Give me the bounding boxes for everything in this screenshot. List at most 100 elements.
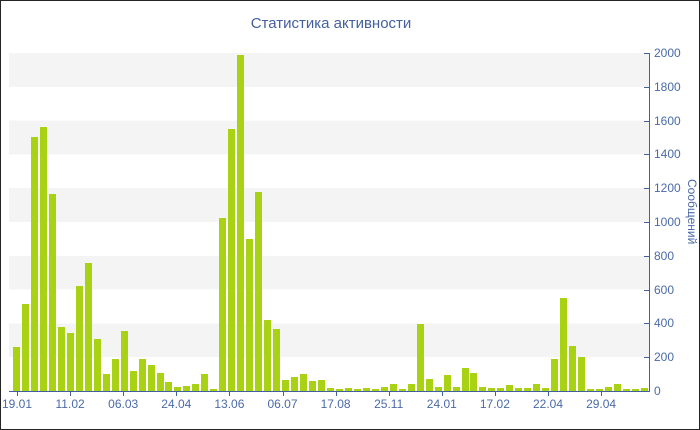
y-tick-label: 1800 xyxy=(654,79,681,94)
x-tick-label: 19.01 xyxy=(1,397,33,411)
y-tick xyxy=(644,323,649,325)
bar xyxy=(138,359,146,391)
x-tick xyxy=(176,392,178,396)
bar xyxy=(560,298,568,391)
bar xyxy=(93,338,101,391)
bar xyxy=(524,387,532,391)
y-tick-label: 1000 xyxy=(654,215,681,229)
bar xyxy=(353,388,361,391)
y-tick-label: 0 xyxy=(654,384,661,398)
y-tick xyxy=(644,222,649,223)
bar xyxy=(398,388,406,391)
x-tick xyxy=(548,392,549,396)
y-tick xyxy=(644,154,649,156)
bar xyxy=(452,386,460,391)
x-tick-label: 13.06 xyxy=(214,397,245,411)
bar xyxy=(497,388,505,391)
bar xyxy=(183,385,191,391)
y-tick xyxy=(644,255,649,257)
x-tick-label: 06.07 xyxy=(267,397,298,411)
bar xyxy=(605,387,613,391)
bar xyxy=(300,374,308,391)
bar xyxy=(622,388,630,391)
bar xyxy=(362,387,370,391)
bar xyxy=(506,385,514,391)
bar xyxy=(219,218,227,391)
y-tick-label: 800 xyxy=(654,248,675,263)
bar xyxy=(578,356,586,391)
bar xyxy=(470,372,478,391)
bar xyxy=(102,374,110,391)
x-tick xyxy=(123,392,125,396)
bar xyxy=(264,320,272,391)
bar xyxy=(461,367,469,391)
x-tick xyxy=(335,392,337,396)
x-tick xyxy=(601,392,603,396)
bar xyxy=(129,371,137,391)
bar xyxy=(596,388,604,391)
y-tick xyxy=(644,86,649,88)
y-tick-label: 1400 xyxy=(654,147,681,162)
bar xyxy=(380,386,388,391)
x-tick-label: 11.02 xyxy=(55,397,85,411)
y-tick xyxy=(644,289,649,291)
bar xyxy=(326,387,334,391)
y-tick-label: 200 xyxy=(654,350,675,365)
bar xyxy=(237,55,245,391)
x-tick-label: 24.01 xyxy=(426,397,457,411)
bar xyxy=(39,126,47,391)
y-tick-label: 400 xyxy=(654,316,675,331)
y-tick xyxy=(644,53,649,54)
bar xyxy=(84,263,92,391)
x-tick xyxy=(441,392,443,396)
bar xyxy=(640,387,648,391)
bar xyxy=(407,383,415,391)
bar xyxy=(613,384,621,391)
bar xyxy=(30,136,38,391)
bar xyxy=(335,388,343,391)
bar xyxy=(21,303,29,391)
bar xyxy=(246,238,254,391)
y2-axis-line xyxy=(649,53,650,392)
bar xyxy=(192,383,200,391)
bar xyxy=(425,379,433,391)
bar xyxy=(569,345,577,391)
bar xyxy=(282,380,290,391)
plot-area xyxy=(9,53,649,391)
bar xyxy=(416,324,424,391)
x-tick-label: 25.11 xyxy=(374,397,404,411)
bar xyxy=(309,381,316,391)
bar xyxy=(434,386,442,391)
y-tick xyxy=(644,120,649,122)
bar xyxy=(228,128,236,391)
x-tick-label: 29.04 xyxy=(586,397,617,411)
x-tick xyxy=(17,392,18,396)
bar xyxy=(389,384,397,391)
y-tick xyxy=(644,357,649,359)
bar xyxy=(75,286,83,391)
bar xyxy=(479,386,487,391)
y-tick xyxy=(644,391,649,392)
bar xyxy=(156,373,164,391)
bar xyxy=(120,331,128,391)
bar xyxy=(165,381,173,391)
x-tick xyxy=(282,392,284,396)
bar xyxy=(174,386,182,391)
bar xyxy=(273,329,281,391)
y-tick-label: 1600 xyxy=(654,113,681,128)
bar xyxy=(111,358,119,391)
bar xyxy=(533,384,541,391)
chart-title: Статистика активности xyxy=(250,15,412,32)
x-axis-line xyxy=(9,391,650,392)
bar xyxy=(201,374,209,391)
bar xyxy=(371,388,379,391)
y-tick-label: 600 xyxy=(654,282,675,297)
y-tick xyxy=(644,188,649,190)
bar xyxy=(13,347,20,391)
x-tick-label: 06.03 xyxy=(108,397,139,411)
x-tick xyxy=(70,392,72,396)
y-tick-label: 2000 xyxy=(654,46,681,60)
x-tick-label: 17.02 xyxy=(479,397,510,411)
x-tick-label: 24.04 xyxy=(161,397,192,411)
x-tick xyxy=(494,392,496,396)
